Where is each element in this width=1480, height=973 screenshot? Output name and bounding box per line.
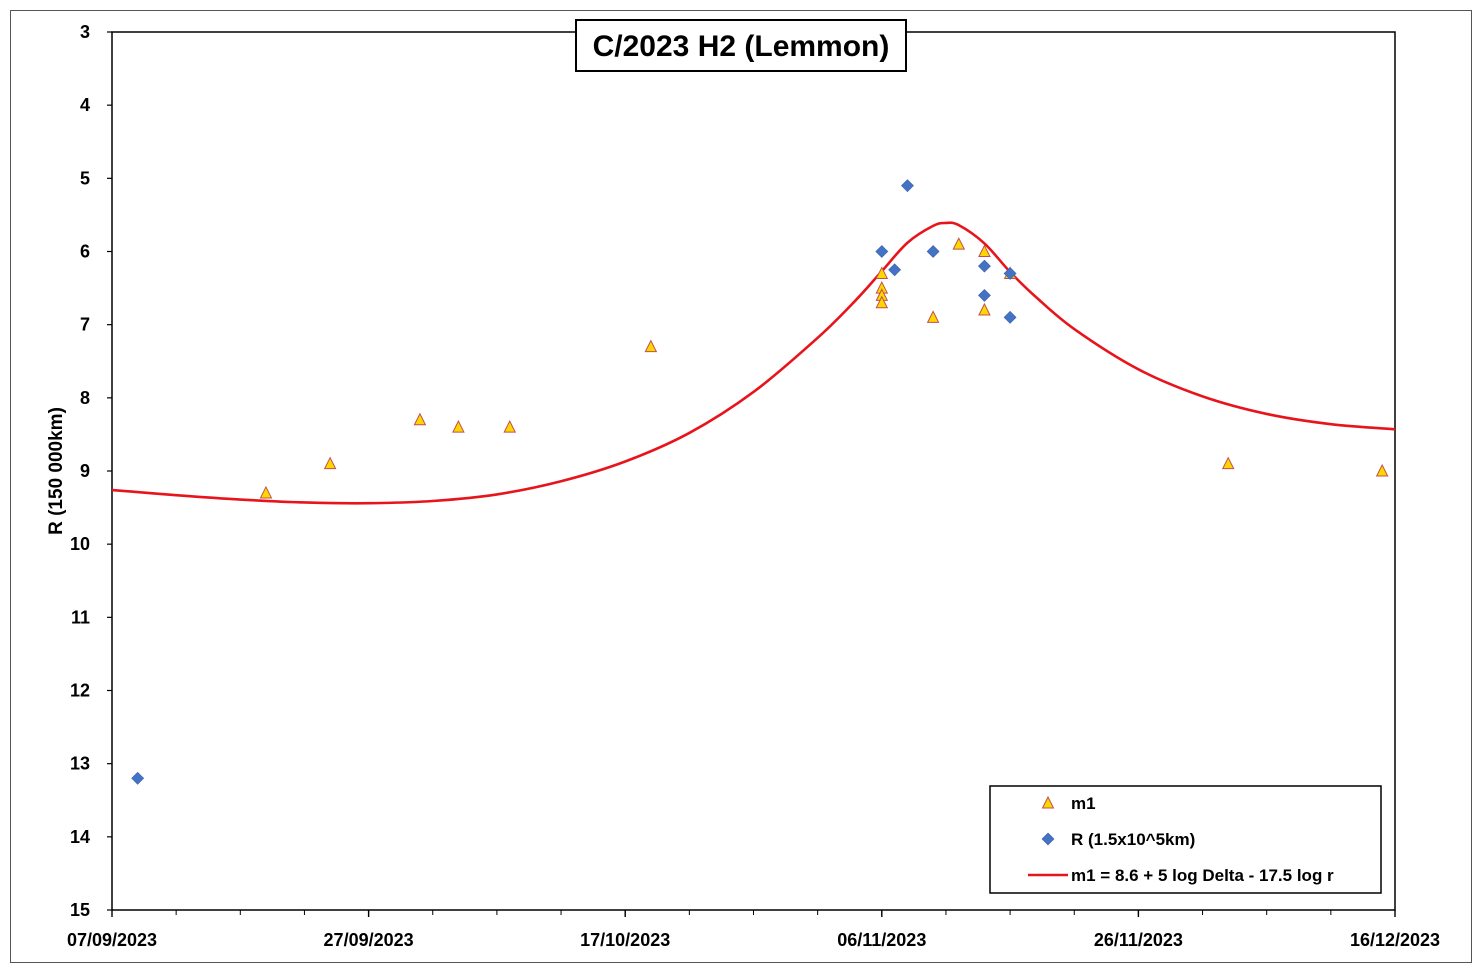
m1-point <box>259 485 273 499</box>
m1-point <box>926 310 940 323</box>
y-tick-label: 8 <box>80 388 90 408</box>
r-point <box>978 288 991 302</box>
y-tick-label: 4 <box>80 95 90 115</box>
chart-title-box <box>575 19 907 72</box>
series-layer <box>111 179 1396 785</box>
x-tick-label: 16/12/2023 <box>1350 930 1440 950</box>
y-tick-label: 15 <box>70 900 90 920</box>
y-tick-label: 14 <box>70 827 90 847</box>
y-tick-label: 10 <box>70 534 90 554</box>
m1-point <box>1375 463 1389 477</box>
chart-title-text: C/2023 H2 (Lemmon) <box>593 30 890 63</box>
x-tick-label: 06/11/2023 <box>837 930 926 950</box>
chart-frame <box>10 10 1472 963</box>
y-tick-label: 13 <box>70 754 90 774</box>
y-tick-label: 11 <box>71 607 90 627</box>
plot-area <box>111 31 1396 911</box>
m1-point <box>875 266 889 279</box>
x-tick-label: 07/09/2023 <box>67 930 157 950</box>
m1-point <box>1221 456 1235 470</box>
y-tick-label: 5 <box>80 168 90 188</box>
r-point <box>901 179 914 193</box>
x-tick-label: 17/10/2023 <box>580 930 670 950</box>
legend-label-fit: m1 = 8.6 + 5 log Delta - 17.5 log r <box>1071 866 1334 885</box>
y-tick-label: 12 <box>70 681 90 701</box>
r-point <box>1003 267 1017 280</box>
legend-symbol-r <box>1041 832 1055 846</box>
m1-point <box>644 339 658 353</box>
y-axis-title: R (150 000km) <box>46 407 67 535</box>
r-point <box>978 259 991 273</box>
y-tick-label: 7 <box>80 315 90 335</box>
r-point <box>131 771 145 785</box>
y-tick-label: 6 <box>80 242 90 262</box>
legend: m1 R (1.5x10^5km) m1 = 8.6 + 5 log Delta… <box>989 785 1382 894</box>
fit-line <box>111 221 1396 505</box>
r-point <box>926 245 940 258</box>
r-point <box>1003 310 1017 324</box>
x-tick-label: 26/11/2023 <box>1094 930 1183 950</box>
legend-symbol-m1 <box>1041 795 1055 809</box>
m1-point <box>503 419 517 433</box>
axes: 3 4 5 6 7 8 9 10 11 12 13 14 15 07/09/2023 27/09/2023 1… <box>67 22 1440 950</box>
legend-label-m1: m1 <box>1071 794 1096 813</box>
m1-point <box>978 302 991 316</box>
r-point <box>888 263 902 277</box>
m1-point <box>413 412 427 426</box>
x-tick-label: 27/09/2023 <box>324 930 414 950</box>
m1-point <box>452 419 465 433</box>
y-tick-label: 9 <box>80 461 90 481</box>
legend-label-r: R (1.5x10^5km) <box>1071 830 1195 849</box>
m1-point <box>875 295 889 309</box>
m1-point <box>978 244 991 257</box>
chart-title: C/2023 H2 (Lemmon) <box>575 19 907 72</box>
r-point <box>875 245 889 258</box>
y-tick-label: 3 <box>80 22 90 42</box>
m1-point <box>323 456 337 470</box>
m1-point <box>952 237 966 250</box>
